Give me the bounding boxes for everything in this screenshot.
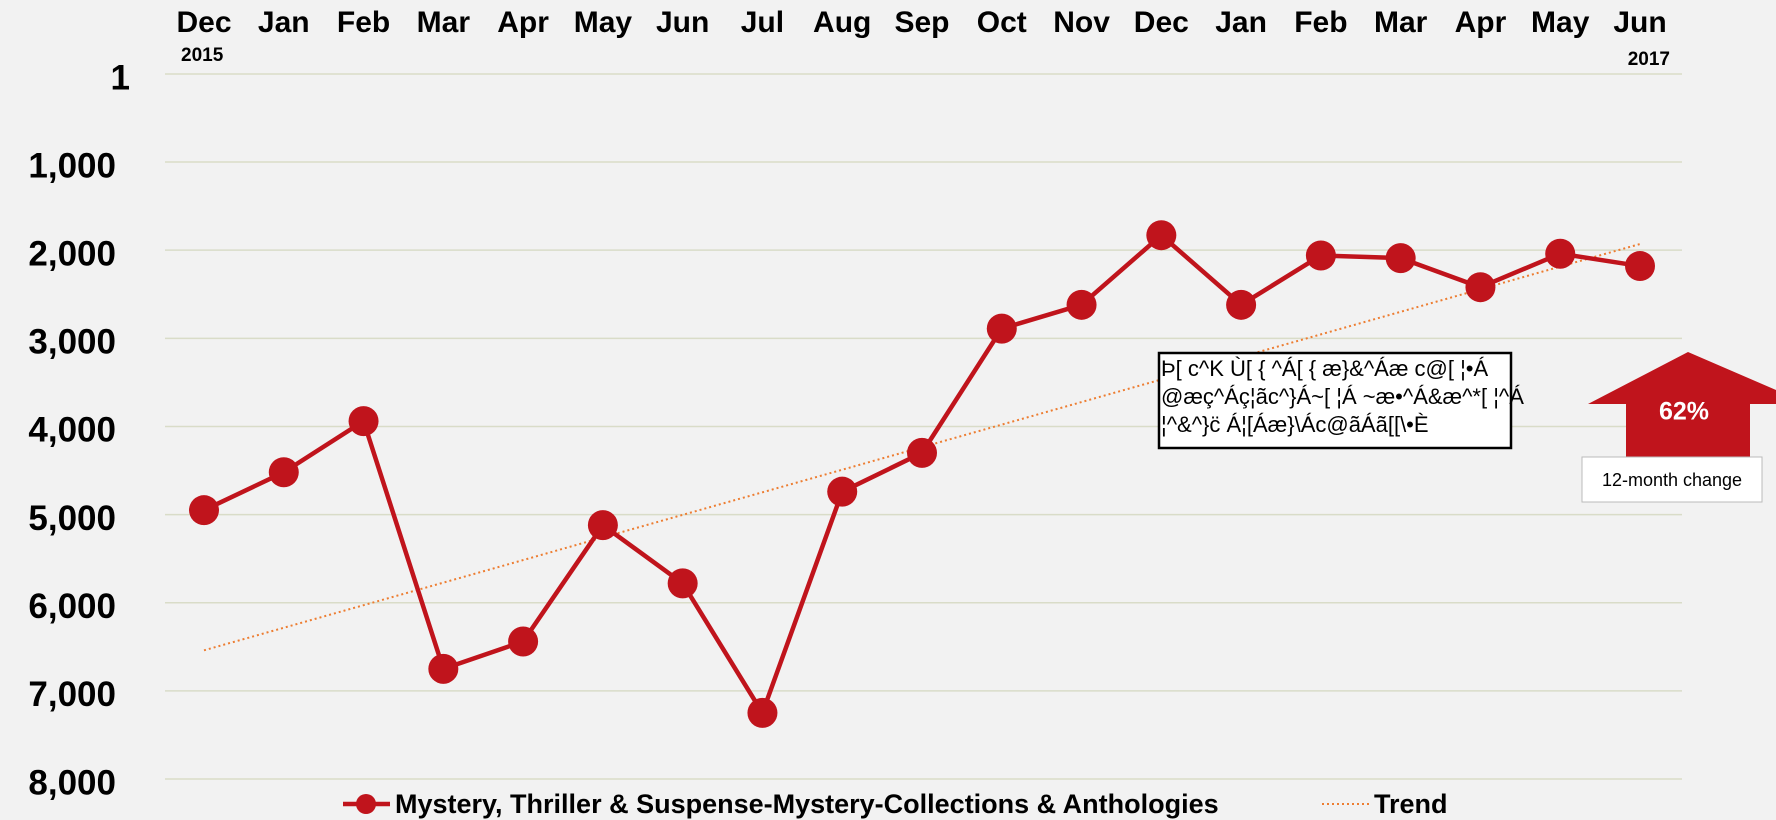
note-box <box>1157 351 1513 450</box>
y-tick-label: 5,000 <box>28 499 116 538</box>
x-tick-label: Mar <box>417 6 471 39</box>
y-tick-label: 4,000 <box>28 411 116 450</box>
grid <box>165 73 1682 780</box>
y-tick-label: 6,000 <box>28 587 116 626</box>
x-tick-label: Aug <box>813 6 871 39</box>
marker <box>268 457 299 488</box>
legend-label: Mystery, Thriller & Suspense-Mystery-Col… <box>395 789 1219 819</box>
x-tick-label: Dec <box>176 6 231 39</box>
x-tick-label: May <box>1531 6 1590 39</box>
marker <box>1066 289 1097 320</box>
x-tick-label: Jul <box>741 6 784 39</box>
x-tick-label: Feb <box>1294 6 1347 39</box>
marker <box>1625 251 1655 282</box>
change-value: 62% <box>1659 398 1709 426</box>
series-lines <box>189 220 1655 728</box>
marker <box>348 406 379 437</box>
x-tick-label: Jun <box>1613 6 1666 39</box>
x-year-label: 2017 <box>1628 49 1670 70</box>
y-tick-label: 8,000 <box>28 763 116 802</box>
marker <box>508 626 539 657</box>
x-tick-label: Jan <box>258 6 310 39</box>
note-line: ¦^&^}c̈ Á¦[Áæ}\Ác@ãÁã[[\•È <box>1161 412 1429 437</box>
marker <box>1385 243 1416 274</box>
marker <box>827 476 858 507</box>
x-year-label: 2015 <box>181 45 224 66</box>
x-tick-label: Apr <box>1455 6 1507 39</box>
change-arrow <box>1588 352 1776 470</box>
x-tick-label: Feb <box>337 6 390 39</box>
marker <box>747 697 778 728</box>
marker <box>907 437 937 468</box>
x-tick-label: May <box>574 6 633 39</box>
marker <box>1226 289 1257 320</box>
labels: 1 1,000 2,000 3,000 4,000 5,000 6,000 7,000 8,00… <box>28 6 1670 802</box>
x-tick-label: Oct <box>977 6 1027 39</box>
marker <box>587 510 618 541</box>
marker <box>1465 272 1496 303</box>
marker <box>667 568 698 599</box>
y-tick-label: 3,000 <box>28 323 116 362</box>
marker <box>189 495 219 526</box>
marker <box>428 653 459 684</box>
x-tick-label: Apr <box>497 6 549 39</box>
note-line: @æç^Áç¦ãc^}Á~[ ¦Á ~æ•^Á&æ^*[ ¦^Á <box>1161 384 1524 409</box>
marker <box>1545 238 1576 269</box>
legend-marker <box>356 794 376 814</box>
y-tick-label: 7,000 <box>28 675 116 714</box>
x-tick-label: Mar <box>1374 6 1428 39</box>
x-tick-label: Dec <box>1134 6 1189 39</box>
x-tick-label: Nov <box>1053 6 1110 39</box>
marker <box>986 313 1017 344</box>
y-tick-label: 1 <box>111 58 130 97</box>
x-tick-label: Sep <box>894 6 949 39</box>
y-tick-label: 2,000 <box>28 234 116 273</box>
marker <box>1146 220 1177 251</box>
change-label-box <box>1581 456 1763 503</box>
note-line: Þ[ c^K Ù[ { ^Á[ { æ}&^Áæ c@[ ¦•Á <box>1161 356 1488 381</box>
x-tick-label: Jun <box>656 6 709 39</box>
x-tick-label: Jan <box>1215 6 1267 39</box>
change-label: 12-month change <box>1602 470 1742 490</box>
y-tick-label: 1,000 <box>28 146 116 185</box>
legend-label: Trend <box>1374 789 1448 819</box>
marker <box>1305 240 1336 271</box>
